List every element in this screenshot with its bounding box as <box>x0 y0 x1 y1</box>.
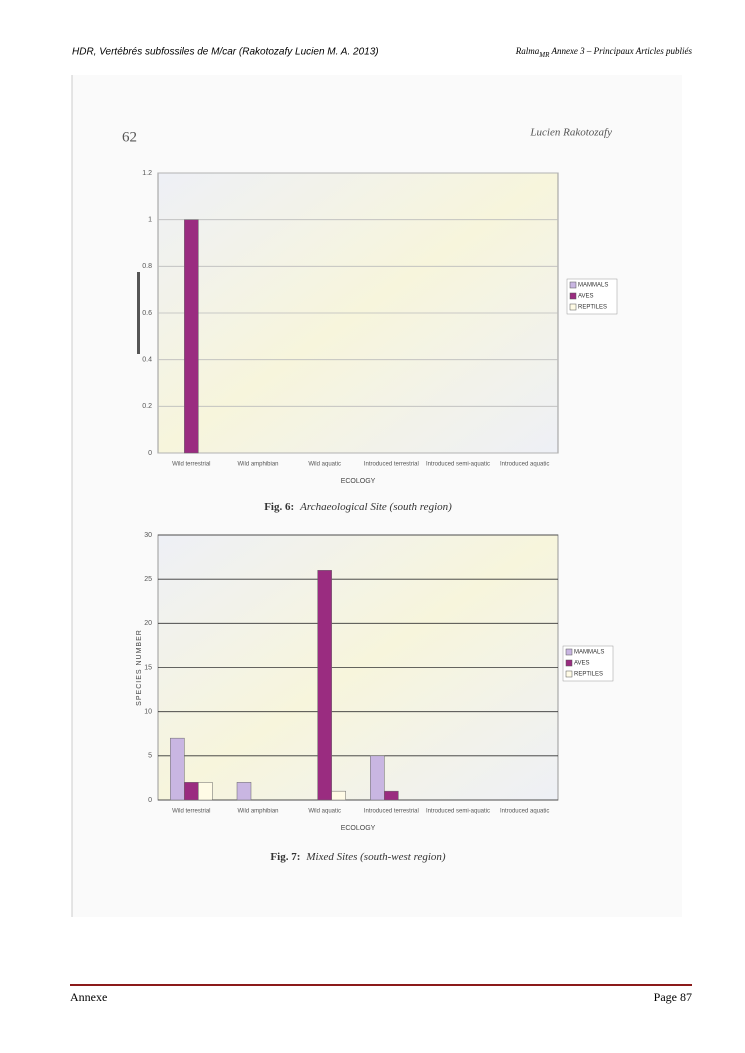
scan-mark <box>137 272 140 354</box>
legend-label: MAMMALS <box>578 283 608 289</box>
bar <box>170 737 185 801</box>
legend-swatch <box>565 648 573 656</box>
scan-author: Lucien Rakotozafy <box>529 127 612 139</box>
footer-left: Annexe <box>70 990 107 1004</box>
y-tick-label: 25 <box>144 576 152 583</box>
footer-right: Page 87 <box>654 990 692 1004</box>
header-right-sub: MR <box>538 51 550 59</box>
y-tick-label: 0.6 <box>142 310 152 317</box>
x-tick-label: Introduced terrestrial <box>364 462 419 468</box>
legend-swatch <box>569 292 577 300</box>
legend-swatch <box>569 281 577 289</box>
bar <box>384 790 399 801</box>
header-left: HDR, Vertébrés subfossiles de M/car (Rak… <box>72 47 379 58</box>
y-tick-label: 0.2 <box>142 403 152 410</box>
y-tick-label: 0 <box>148 797 152 804</box>
legend-swatch <box>565 670 573 678</box>
y-tick-label: 1.2 <box>142 170 152 177</box>
header-right-b: Annexe 3 – Principaux Articles publiés <box>549 46 692 56</box>
bar <box>184 782 199 801</box>
bar <box>370 755 385 801</box>
x-tick-label: Introduced aquatic <box>500 462 549 468</box>
y-axis-label: SPECIES NUMBER <box>136 629 143 706</box>
caption-text: Archaeological Site (south region) <box>299 501 452 513</box>
x-tick-label: Wild amphibian <box>237 462 278 468</box>
x-tick-label: Introduced semi-aquatic <box>426 809 490 815</box>
legend-label: REPTILES <box>578 305 607 311</box>
caption-label: Fig. 7: <box>270 851 300 863</box>
figure-caption: Fig. 6: Archaeological Site (south region… <box>264 501 452 513</box>
y-tick-label: 1 <box>148 217 152 224</box>
header-right: RalmaMR Annexe 3 – Principaux Articles p… <box>515 46 693 59</box>
header-right-a: Ralma <box>515 46 540 56</box>
y-tick-label: 5 <box>148 753 152 760</box>
caption-text: Mixed Sites (south-west region) <box>305 851 446 863</box>
legend-label: AVES <box>574 661 590 667</box>
x-axis-label: ECOLOGY <box>341 825 376 832</box>
bar <box>317 570 332 801</box>
x-tick-label: Wild aquatic <box>308 809 341 815</box>
x-tick-label: Wild amphibian <box>237 809 278 815</box>
legend-label: MAMMALS <box>574 650 604 656</box>
x-tick-label: Introduced terrestrial <box>364 809 419 815</box>
legend-label: AVES <box>578 294 594 300</box>
x-tick-label: Wild terrestrial <box>172 809 210 815</box>
legend-swatch <box>569 303 577 311</box>
caption-label: Fig. 6: <box>264 501 294 513</box>
legend-swatch <box>565 659 573 667</box>
scan-page-number: 62 <box>122 129 137 145</box>
x-tick-label: Introduced aquatic <box>500 809 549 815</box>
y-tick-label: 15 <box>144 664 152 671</box>
y-tick-label: 20 <box>144 620 152 627</box>
x-axis-label: ECOLOGY <box>341 478 376 485</box>
y-tick-label: 0 <box>148 450 152 457</box>
legend-label: REPTILES <box>574 672 603 678</box>
figure-caption: Fig. 7: Mixed Sites (south-west region) <box>270 851 445 863</box>
y-tick-label: 0.8 <box>142 263 152 270</box>
bar <box>184 219 199 454</box>
bar <box>198 782 213 801</box>
x-tick-label: Wild aquatic <box>308 462 341 468</box>
x-tick-label: Introduced semi-aquatic <box>426 462 490 468</box>
bar <box>331 790 346 801</box>
y-tick-label: 0.4 <box>142 357 152 364</box>
y-tick-label: 30 <box>144 532 152 539</box>
y-tick-label: 10 <box>144 709 152 716</box>
x-tick-label: Wild terrestrial <box>172 462 210 468</box>
bar <box>236 782 252 801</box>
